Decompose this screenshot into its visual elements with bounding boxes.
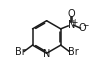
Text: +: + <box>71 18 77 27</box>
Text: −: − <box>82 21 89 30</box>
Text: O: O <box>68 9 75 19</box>
Text: O: O <box>79 23 86 33</box>
Text: N: N <box>43 49 50 59</box>
Text: N: N <box>68 20 75 30</box>
Text: Br: Br <box>15 47 25 57</box>
Text: Br: Br <box>68 47 79 57</box>
